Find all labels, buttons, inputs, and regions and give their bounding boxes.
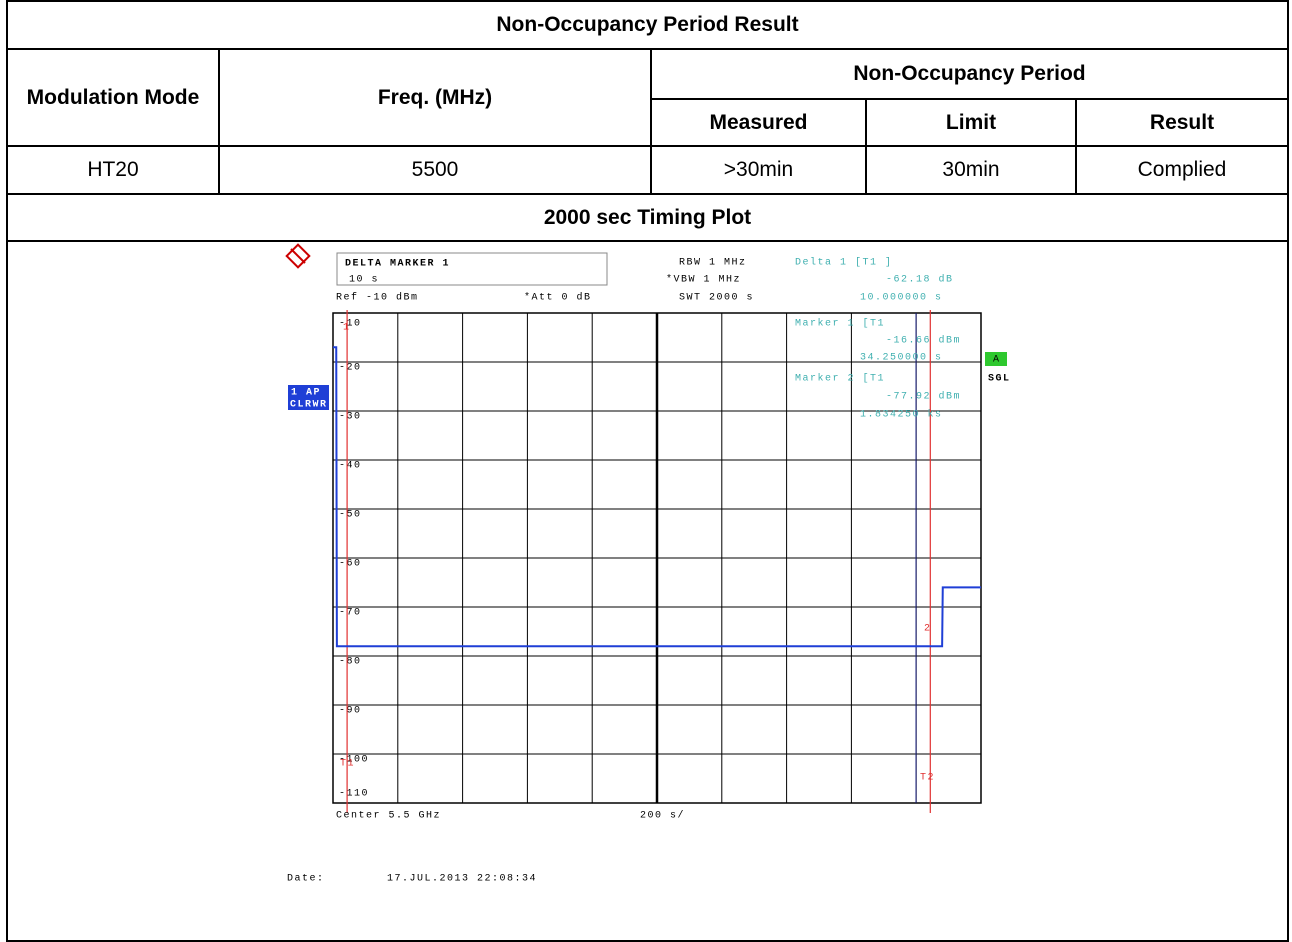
cell: HT20 xyxy=(6,145,220,195)
trace-badge xyxy=(288,385,329,410)
label: A xyxy=(993,355,1001,366)
y-tick-label: -70 xyxy=(339,608,362,619)
label: 1 xyxy=(343,323,351,334)
y-tick-label: -10 xyxy=(339,319,362,330)
page: Non-Occupancy Period Result Modulation M… xyxy=(5,0,1290,942)
label: T2 xyxy=(920,773,935,784)
label: 10.000000 s xyxy=(860,293,943,304)
label: Marker 2 [T1 xyxy=(795,373,885,385)
label: 17.JUL.2013 22:08:34 xyxy=(387,874,537,885)
label: Center 5.5 GHz xyxy=(336,811,441,822)
label: *Att 0 dB xyxy=(524,292,592,304)
y-tick-label: -100 xyxy=(339,755,369,766)
cell: 5500 xyxy=(218,145,652,195)
plot-title: 2000 sec Timing Plot xyxy=(5,193,1290,242)
label: -77.92 dBm xyxy=(886,391,961,403)
label: 1.834250 ks xyxy=(860,409,943,421)
marker-box xyxy=(336,252,608,286)
label: Ref -10 dBm xyxy=(336,292,419,304)
y-tick-label: -20 xyxy=(339,363,362,374)
table-title: Non-Occupancy Period Result xyxy=(5,0,1290,50)
header: Non-Occupancy Period xyxy=(649,48,1290,100)
analyzer-plot: -10 -20 -30 -40 -50 -60 -70 -80 -90 -100 -110 DELTA… xyxy=(285,243,1011,885)
label: 1 AP xyxy=(291,388,321,399)
logo xyxy=(285,243,311,269)
trace xyxy=(333,346,981,648)
header: Freq. (MHz) xyxy=(218,48,652,147)
label: Date: xyxy=(287,874,325,885)
label: -16.66 dBm xyxy=(886,335,961,347)
label: SGL xyxy=(988,374,1011,385)
label: 200 s/ xyxy=(640,810,685,822)
label: Delta 1 [T1 ] xyxy=(795,257,893,269)
label: 34.250000 s xyxy=(860,353,943,364)
header: Measured xyxy=(650,98,867,147)
label: -62.18 dB xyxy=(886,274,954,286)
y-tick-label: -50 xyxy=(339,510,362,521)
label: SWT 2000 s xyxy=(679,293,754,304)
label: 10 s xyxy=(349,275,379,286)
label: RBW 1 MHz xyxy=(679,258,747,269)
header: Result xyxy=(1074,98,1290,147)
y-tick-label: -60 xyxy=(339,559,362,570)
a-badge xyxy=(985,352,1007,366)
y-tick-label: -40 xyxy=(339,461,362,472)
label: 2 xyxy=(924,624,932,635)
y-tick-label: -90 xyxy=(339,706,362,717)
y-tick-label: -30 xyxy=(339,412,362,423)
cell: >30min xyxy=(650,145,867,195)
cell: Complied xyxy=(1074,145,1290,195)
result-table: Non-Occupancy Period Result Modulation M… xyxy=(5,0,1290,942)
y-tick-label: -80 xyxy=(339,657,362,668)
header: Modulation Mode xyxy=(6,48,220,147)
label: T1 xyxy=(340,759,355,770)
label: Marker 1 [T1 xyxy=(795,318,885,330)
label: *VBW 1 MHz xyxy=(666,274,741,286)
y-tick-label: -110 xyxy=(339,789,369,800)
header: Limit xyxy=(865,98,1077,147)
cell: 30min xyxy=(865,145,1077,195)
plot-cell xyxy=(5,240,1290,942)
label: DELTA MARKER 1 xyxy=(345,259,450,270)
label: CLRWR xyxy=(290,400,328,411)
